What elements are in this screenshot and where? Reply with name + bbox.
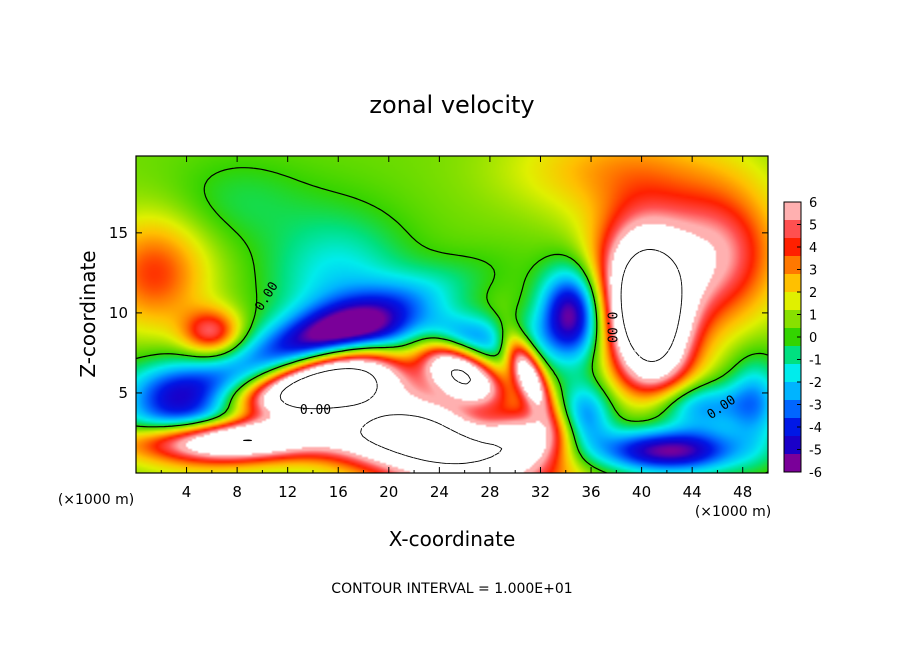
colorbar-swatch bbox=[784, 202, 801, 221]
x-axis-ticks: 4 8 12 16 20 24 28 32 36 40 44 48 bbox=[160, 156, 752, 501]
colorbar-swatch bbox=[784, 274, 801, 293]
colorbar-label: -2 bbox=[809, 376, 822, 391]
colorbar-swatch bbox=[784, 238, 801, 257]
contour-line-zero bbox=[135, 167, 769, 474]
colorbar-label: 5 bbox=[809, 219, 817, 234]
x-tick-label: 12 bbox=[278, 483, 297, 501]
colorbar-label: -1 bbox=[809, 354, 822, 369]
colorbar-swatch bbox=[784, 400, 801, 419]
heatmap-field bbox=[136, 156, 768, 473]
colorbar-label: -5 bbox=[809, 444, 822, 459]
contour-label: 0.00 bbox=[300, 403, 331, 418]
colorbar-label: 1 bbox=[809, 309, 817, 324]
y-unit-label: (×1000 m) bbox=[58, 492, 134, 508]
colorbar-swatch bbox=[784, 454, 801, 473]
colorbar-swatch bbox=[784, 346, 801, 365]
x-tick-label: 16 bbox=[329, 483, 348, 501]
x-tick-label: 48 bbox=[733, 483, 752, 501]
y-tick-label: 5 bbox=[118, 384, 128, 402]
contour-label: 0.00 bbox=[603, 312, 618, 343]
colorbar-swatch bbox=[784, 256, 801, 275]
colorbar-label: 4 bbox=[809, 241, 817, 256]
plot-frame bbox=[135, 155, 769, 474]
colorbar: 6 5 4 3 2 1 0 -1 -2 -3 -4 -5 -6 bbox=[783, 196, 822, 481]
colorbar-swatch bbox=[784, 436, 801, 455]
colorbar-swatch bbox=[784, 292, 801, 311]
colorbar-label: -4 bbox=[809, 421, 822, 436]
x-tick-label: 40 bbox=[632, 483, 651, 501]
y-axis-ticks: 5 10 15 bbox=[109, 224, 768, 402]
x-tick-label: 4 bbox=[182, 483, 192, 501]
x-tick-label: 44 bbox=[683, 483, 702, 501]
colorbar-swatch bbox=[784, 382, 801, 401]
colorbar-label: 6 bbox=[809, 196, 817, 211]
colorbar-swatch bbox=[784, 328, 801, 347]
plot-area: 0.000.000.000.00 4 8 12 16 20 24 28 32 36 40 44 48 … bbox=[109, 155, 769, 501]
x-tick-label: 8 bbox=[232, 483, 242, 501]
x-tick-label: 20 bbox=[379, 483, 398, 501]
x-tick-label: 32 bbox=[531, 483, 550, 501]
x-axis-label: X-coordinate bbox=[389, 527, 516, 551]
colorbar-label: 0 bbox=[809, 331, 817, 346]
colorbar-label: 2 bbox=[809, 286, 817, 301]
colorbar-swatch bbox=[784, 310, 801, 329]
y-tick-label: 10 bbox=[109, 304, 128, 322]
chart-title: zonal velocity bbox=[369, 91, 534, 119]
colorbar-swatch bbox=[784, 220, 801, 239]
contour-interval-note: CONTOUR INTERVAL = 1.000E+01 bbox=[331, 581, 572, 597]
colorbar-label: -6 bbox=[809, 466, 822, 481]
y-axis-label: Z-coordinate bbox=[76, 250, 100, 377]
colorbar-swatch bbox=[784, 364, 801, 383]
colorbar-label: 3 bbox=[809, 264, 817, 279]
x-tick-label: 28 bbox=[480, 483, 499, 501]
x-unit-label: (×1000 m) bbox=[695, 504, 771, 520]
y-tick-label: 15 bbox=[109, 224, 128, 242]
colorbar-swatch bbox=[784, 418, 801, 437]
x-tick-label: 24 bbox=[430, 483, 449, 501]
x-tick-label: 36 bbox=[581, 483, 600, 501]
contour-line-dashed bbox=[243, 249, 683, 465]
colorbar-label: -3 bbox=[809, 399, 822, 414]
